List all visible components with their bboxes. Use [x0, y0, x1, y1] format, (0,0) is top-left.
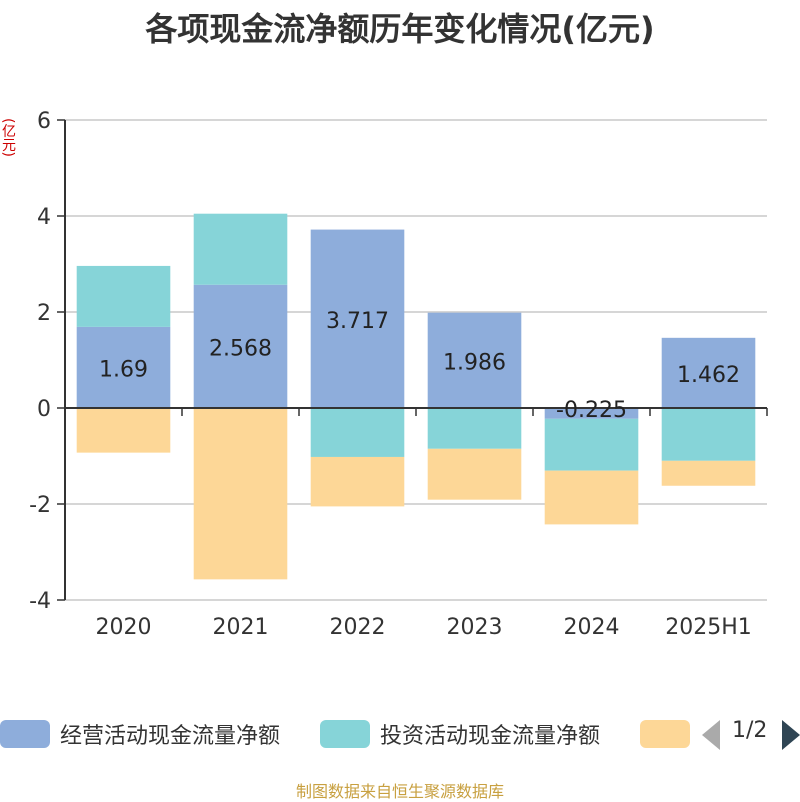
bar-series-0	[427, 312, 522, 408]
y-tick-label: 2	[37, 301, 51, 326]
chevron-left-icon[interactable]	[702, 720, 720, 750]
labels-layer: 1.69 2.568 3.717 1.986 -0.225 1.462	[99, 309, 740, 423]
bar-series-2	[661, 460, 756, 486]
bars-layer	[76, 213, 756, 580]
bar-series-2	[193, 408, 288, 580]
bar-series-1	[661, 408, 756, 461]
data-label: 3.717	[326, 309, 389, 334]
y-axis-unit: (亿元)	[0, 118, 16, 157]
axis-layer: -4 -2 0 2 4 6 2020 2021 2022 2023 2024 2025H1	[29, 109, 768, 640]
y-tick-label: 0	[37, 397, 51, 422]
legend-label-operating: 经营活动现金流量净额	[60, 724, 281, 749]
source-note: 制图数据来自恒生聚源数据库	[295, 782, 504, 801]
bar-series-1	[544, 418, 639, 471]
legend-label-investing: 投资活动现金流量净额	[380, 724, 601, 749]
bar-series-1	[193, 213, 288, 285]
data-label: 1.69	[99, 357, 148, 382]
bar-series-0	[661, 337, 756, 408]
data-label: 1.462	[677, 363, 740, 388]
bar-series-2	[427, 448, 522, 500]
bar-series-2	[310, 456, 405, 507]
data-label: -0.225	[556, 398, 627, 423]
bar-series-1	[427, 408, 522, 449]
grid-layer	[65, 119, 767, 601]
y-tick-label: -2	[29, 493, 51, 518]
bar-series-1	[76, 265, 171, 327]
x-tick-label: 2022	[330, 615, 386, 640]
chart-title: 各项现金流净额历年变化情况(亿元)	[145, 10, 655, 48]
x-tick-label: 2025H1	[665, 615, 752, 640]
bar-series-2	[76, 408, 171, 453]
legend-swatch-operating	[0, 720, 50, 748]
data-label: 1.986	[443, 350, 506, 375]
bar-series-2	[544, 470, 639, 525]
x-tick-label: 2020	[96, 615, 152, 640]
y-tick-label: 4	[37, 205, 51, 230]
legend-page-indicator: 1/2	[732, 718, 768, 743]
x-tick-label: 2023	[447, 615, 503, 640]
bar-series-0	[544, 408, 639, 419]
bar-series-1	[310, 408, 405, 457]
legend-pager: 1/2	[700, 718, 800, 752]
legend: 经营活动现金流量净额 投资活动现金流量净额	[0, 714, 800, 754]
chevron-right-icon[interactable]	[782, 720, 800, 750]
legend-swatch-investing	[320, 720, 370, 748]
legend-swatch-financing	[640, 720, 690, 748]
bar-series-0	[193, 284, 288, 408]
bar-chart: -4 -2 0 2 4 6 2020 2021 2022 2023 2024 2025H1 1.69 2…	[29, 109, 768, 640]
bar-series-0	[76, 326, 171, 408]
y-tick-label: -4	[29, 589, 51, 614]
x-tick-label: 2024	[564, 615, 620, 640]
x-tick-label: 2021	[213, 615, 269, 640]
y-tick-label: 6	[37, 109, 51, 134]
bar-series-0	[310, 229, 405, 408]
data-label: 2.568	[209, 336, 272, 361]
